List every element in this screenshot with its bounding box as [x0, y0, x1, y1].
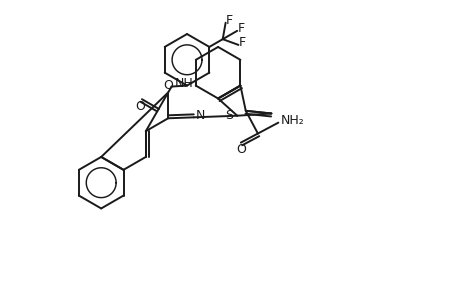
Text: O: O — [163, 79, 173, 92]
Text: O: O — [135, 100, 145, 112]
Text: F: F — [238, 36, 246, 50]
Text: NH₂: NH₂ — [280, 114, 303, 127]
Text: O: O — [235, 143, 245, 156]
Text: S: S — [225, 109, 233, 122]
Text: F: F — [237, 22, 244, 35]
Text: N: N — [196, 109, 205, 122]
Text: F: F — [225, 14, 233, 27]
Text: NH: NH — [174, 77, 193, 90]
